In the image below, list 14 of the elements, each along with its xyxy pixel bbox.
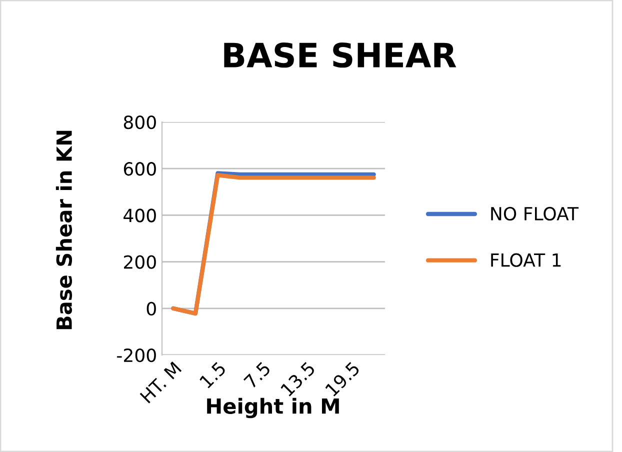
x-axis-title: Height in M — [207, 398, 339, 418]
y-tick-label: -200 — [117, 348, 156, 362]
chart-title: BASE SHEAR — [224, 42, 456, 68]
y-tick-label: 600 — [124, 162, 156, 176]
x-tick-label: HT. M — [140, 362, 182, 404]
y-tick-label: 0 — [146, 302, 156, 316]
y-tick-label: 400 — [124, 208, 156, 222]
legend-label: FLOAT 1 — [491, 253, 561, 267]
x-tick-label: 1.5 — [199, 361, 227, 389]
y-tick-label: 200 — [124, 255, 156, 269]
y-axis-title: Base Shear in KN — [56, 130, 72, 330]
x-tick-label: 7.5 — [243, 361, 272, 389]
legend-label: NO FLOAT — [491, 206, 579, 221]
y-tick-label: 800 — [124, 115, 156, 130]
